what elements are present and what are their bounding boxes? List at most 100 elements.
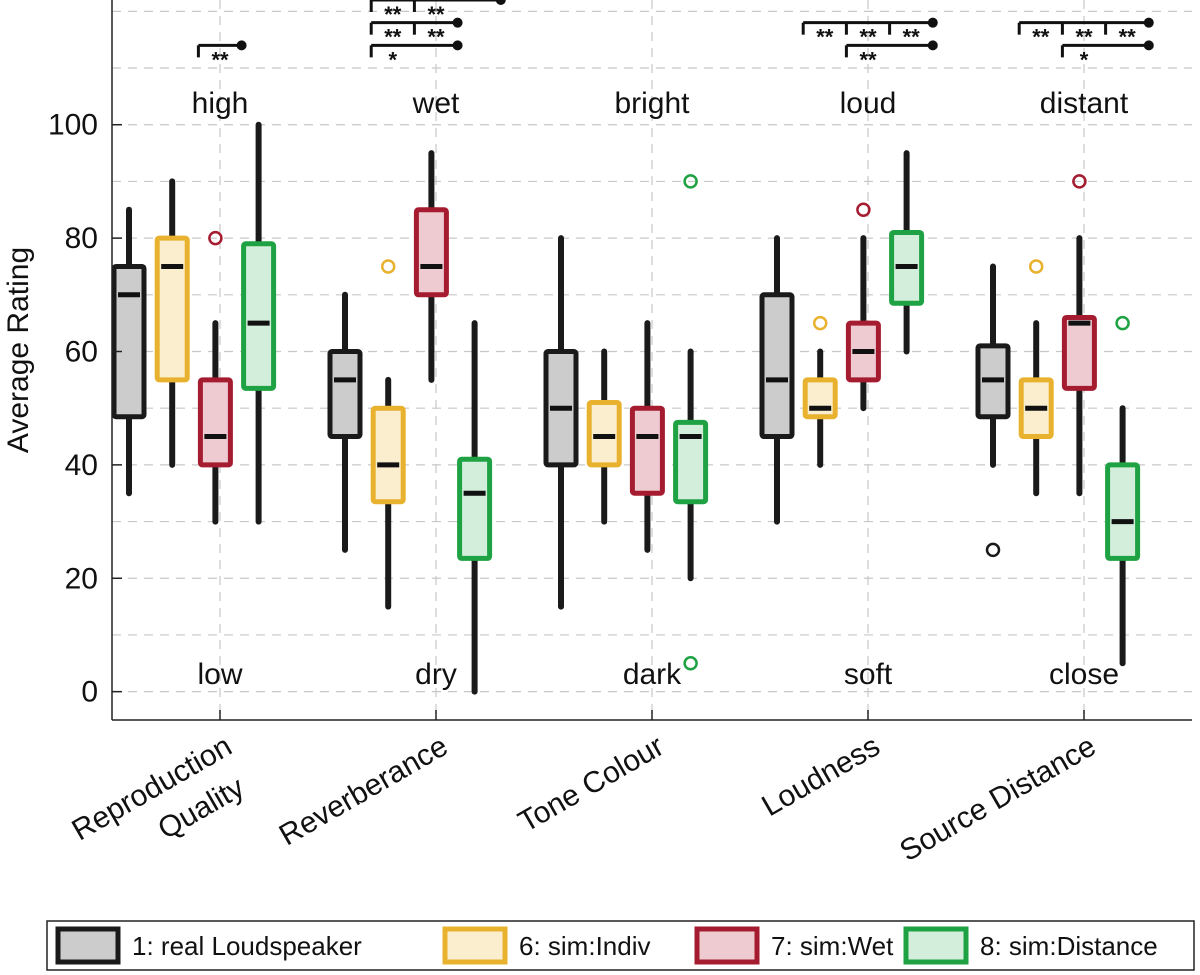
- outlier-point: [683, 174, 698, 189]
- box-iqr: [154, 235, 190, 383]
- y-tick-label: 40: [65, 449, 98, 482]
- bracket-end-dot: [452, 40, 463, 51]
- category-label: ReproductionQuality: [66, 729, 258, 883]
- legend-label: 1: real Loudspeaker: [132, 931, 362, 961]
- box-1-4: [1018, 259, 1054, 497]
- outlier-point: [985, 542, 1001, 558]
- scale-top-label: bright: [614, 87, 690, 120]
- legend: 1: real Loudspeaker 6: sim:Indiv 7: sim:We…: [46, 920, 1195, 971]
- box-1-0: [154, 178, 190, 468]
- box-iqr: [457, 456, 493, 561]
- scale-bottom-label: soft: [844, 658, 893, 691]
- box-2-2: [629, 320, 665, 553]
- box-iqr: [111, 263, 147, 420]
- category-label-line: Reverberance: [274, 729, 454, 852]
- significance-label: **: [903, 25, 921, 50]
- box-iqr: [629, 405, 665, 496]
- legend-swatch: [442, 926, 508, 965]
- sig-bracket: *: [1060, 40, 1154, 72]
- legend-entry: 8: sim:Distance: [903, 926, 1158, 965]
- box-iqr: [197, 377, 233, 468]
- y-tick-label: 60: [65, 335, 98, 368]
- significance-label: *: [1080, 47, 1089, 72]
- sig-bracket: ** ** **: [1017, 17, 1154, 50]
- box-3-0: [241, 121, 277, 525]
- significance-label: **: [859, 47, 877, 72]
- sig-bracket: ** **: [369, 0, 506, 27]
- sig-bracket: *: [369, 40, 463, 72]
- box-iqr: [586, 400, 622, 468]
- y-tick-label: 100: [48, 109, 98, 142]
- box-2-4: [1061, 174, 1097, 497]
- axes: 0 20 40 60 80 100 Average Rating: [2, 0, 1192, 721]
- scale-top-label: loud: [840, 87, 897, 120]
- legend-label: 7: sim:Wet: [771, 931, 894, 961]
- bracket-end-dot: [927, 17, 938, 28]
- box-3-3: [889, 150, 925, 355]
- box-0-0: [111, 206, 147, 497]
- category-label-line: Tone Colour: [513, 729, 670, 838]
- legend-swatch: [903, 926, 969, 965]
- box-2-3: [845, 202, 881, 412]
- legend-label: 6: sim:Indiv: [519, 931, 651, 961]
- scale-anchor-labels: high low wet dry bright dark loud soft distant cl…: [192, 87, 1129, 691]
- box-iqr: [241, 241, 277, 391]
- scale-bottom-label: close: [1049, 658, 1119, 691]
- box-groups: [111, 121, 1141, 695]
- box-2-0: [197, 230, 233, 525]
- significance-label: **: [1032, 25, 1050, 50]
- grid-lines: [112, 0, 1192, 720]
- bracket-end-dot: [1143, 40, 1154, 51]
- y-axis-label: Average Rating: [2, 247, 35, 453]
- box-iqr: [413, 207, 449, 298]
- significance-label: **: [816, 25, 834, 50]
- sig-bracket: ** ** **: [801, 17, 938, 50]
- outlier-point: [856, 202, 871, 218]
- outlier-point: [812, 315, 828, 331]
- box-iqr: [673, 419, 709, 505]
- scale-bottom-label: dark: [623, 658, 682, 691]
- legend-entry: 7: sim:Wet: [694, 926, 894, 965]
- legend-frame: [46, 920, 1195, 971]
- box-iqr: [1105, 462, 1141, 561]
- box-1-1: [370, 259, 406, 610]
- sig-bracket: **: [196, 40, 247, 72]
- y-tick-label: 80: [65, 222, 98, 255]
- box-0-4: [975, 263, 1011, 558]
- category-label-line: Source Distance: [894, 729, 1101, 868]
- box-iqr: [327, 348, 363, 440]
- category-label: Loudness: [756, 729, 885, 823]
- outlier-point: [1072, 174, 1087, 189]
- outlier-point: [208, 230, 223, 246]
- scale-top-label: wet: [412, 87, 460, 120]
- box-iqr: [1061, 314, 1097, 391]
- box-iqr: [759, 292, 795, 440]
- box-3-1: [457, 320, 493, 695]
- box-1-3: [802, 315, 838, 468]
- category-labels: ReproductionQuality Reverberance Tone Colo…: [66, 729, 1101, 883]
- y-tick-label: 0: [81, 676, 98, 709]
- significance-label: **: [211, 47, 229, 72]
- box-3-2: [673, 174, 709, 671]
- bracket-end-dot: [236, 40, 247, 51]
- significance-label: **: [427, 25, 445, 50]
- box-0-3: [759, 235, 795, 525]
- category-label: Tone Colour: [513, 729, 670, 838]
- outlier-point: [380, 259, 396, 274]
- box-iqr: [370, 405, 406, 505]
- legend-swatch: [55, 926, 121, 965]
- significance-label: *: [389, 47, 398, 72]
- significance-label: **: [384, 25, 402, 50]
- legend-entry: 1: real Loudspeaker: [55, 926, 362, 965]
- category-label: Source Distance: [894, 729, 1101, 868]
- outlier-point: [1115, 315, 1130, 331]
- scale-top-label: distant: [1040, 87, 1129, 120]
- scale-bottom-label: low: [197, 658, 242, 691]
- significance-label: **: [1119, 25, 1137, 50]
- significance-label: **: [384, 2, 402, 27]
- box-iqr: [802, 377, 838, 420]
- sig-bracket: **: [844, 40, 938, 72]
- box-2-1: [413, 150, 449, 383]
- legend-label: 8: sim:Distance: [980, 931, 1158, 961]
